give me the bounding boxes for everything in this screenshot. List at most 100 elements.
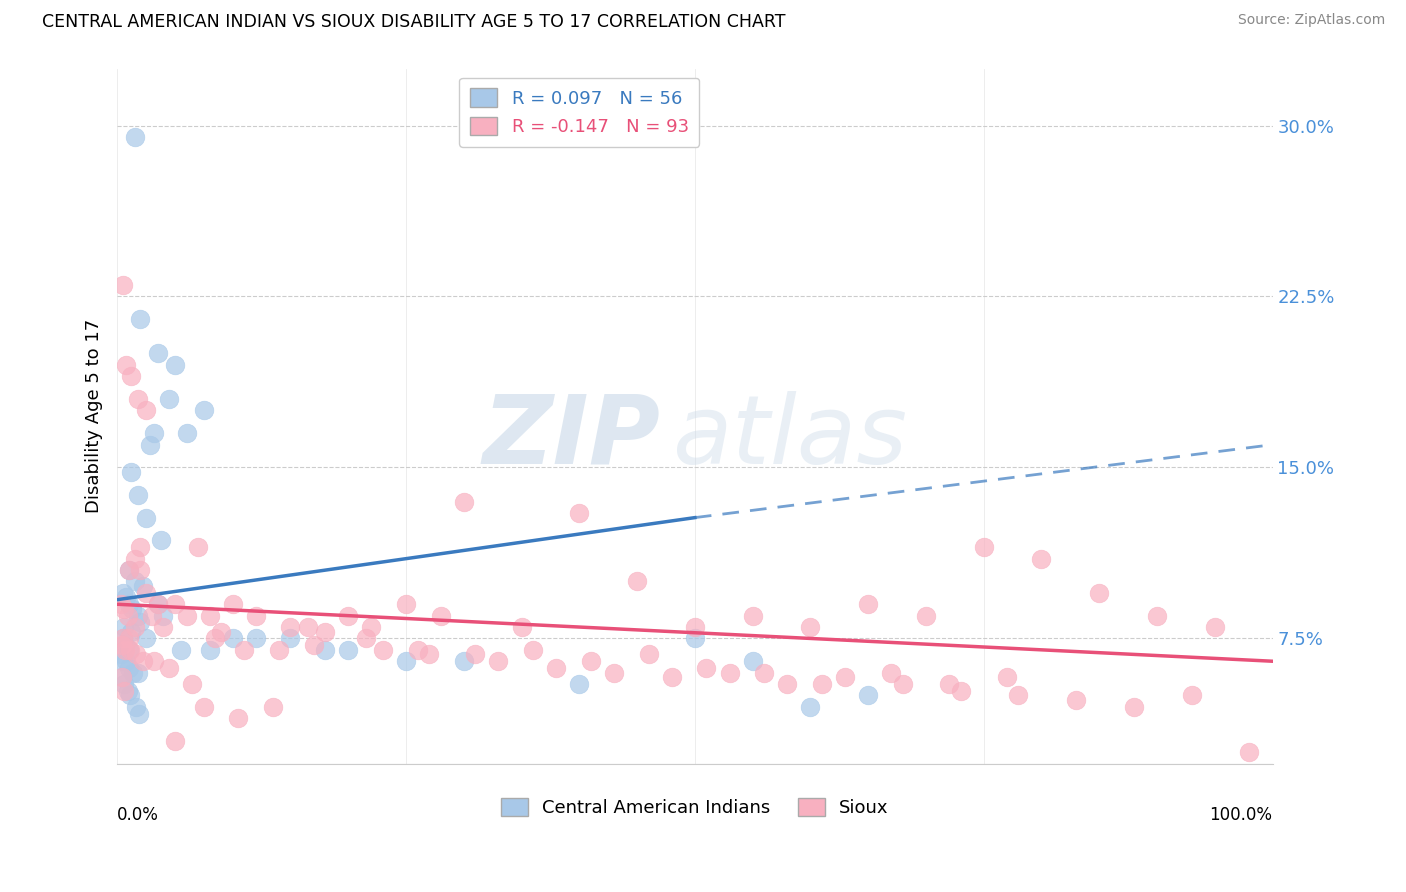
- Point: [222, 597, 245, 611]
- Point: [127, 665, 149, 680]
- Point: [488, 654, 510, 668]
- Point: [354, 632, 377, 646]
- Y-axis label: Disability Age 5 to 17: Disability Age 5 to 17: [86, 319, 103, 513]
- Point: [233, 643, 256, 657]
- Point: [129, 541, 152, 555]
- Point: [1031, 551, 1053, 566]
- Point: [406, 643, 429, 657]
- Point: [114, 643, 136, 657]
- Point: [112, 620, 135, 634]
- Point: [146, 346, 169, 360]
- Point: [949, 684, 972, 698]
- Point: [135, 586, 157, 600]
- Point: [135, 632, 157, 646]
- Point: [129, 563, 152, 577]
- Point: [973, 541, 995, 555]
- Point: [157, 661, 180, 675]
- Legend: Central American Indians, Sioux: Central American Indians, Sioux: [494, 790, 896, 824]
- Point: [124, 551, 146, 566]
- Point: [695, 661, 717, 675]
- Point: [718, 665, 741, 680]
- Point: [314, 643, 336, 657]
- Point: [245, 632, 267, 646]
- Point: [741, 608, 763, 623]
- Point: [118, 563, 141, 577]
- Point: [163, 597, 186, 611]
- Point: [143, 426, 166, 441]
- Point: [799, 699, 821, 714]
- Point: [741, 654, 763, 668]
- Point: [661, 670, 683, 684]
- Point: [127, 488, 149, 502]
- Point: [118, 643, 141, 657]
- Point: [683, 632, 706, 646]
- Point: [637, 648, 659, 662]
- Point: [111, 670, 134, 684]
- Point: [127, 392, 149, 406]
- Point: [834, 670, 856, 684]
- Point: [111, 638, 134, 652]
- Point: [152, 620, 174, 634]
- Point: [111, 670, 134, 684]
- Point: [150, 533, 173, 548]
- Point: [1088, 586, 1111, 600]
- Point: [938, 677, 960, 691]
- Point: [114, 638, 136, 652]
- Point: [280, 620, 302, 634]
- Point: [124, 648, 146, 662]
- Point: [112, 602, 135, 616]
- Point: [811, 677, 834, 691]
- Point: [111, 586, 134, 600]
- Point: [429, 608, 451, 623]
- Point: [135, 510, 157, 524]
- Point: [187, 541, 209, 555]
- Point: [124, 129, 146, 144]
- Point: [120, 465, 142, 479]
- Point: [880, 665, 903, 680]
- Point: [453, 494, 475, 508]
- Point: [546, 661, 568, 675]
- Point: [152, 608, 174, 623]
- Point: [1239, 746, 1261, 760]
- Point: [204, 632, 226, 646]
- Point: [198, 608, 221, 623]
- Point: [297, 620, 319, 634]
- Point: [110, 648, 132, 662]
- Point: [141, 608, 163, 623]
- Point: [124, 699, 146, 714]
- Point: [371, 643, 394, 657]
- Point: [170, 643, 193, 657]
- Point: [262, 699, 284, 714]
- Point: [118, 597, 141, 611]
- Point: [131, 654, 153, 668]
- Point: [118, 689, 141, 703]
- Point: [129, 615, 152, 630]
- Point: [1204, 620, 1226, 634]
- Point: [915, 608, 938, 623]
- Point: [111, 278, 134, 293]
- Point: [118, 563, 141, 577]
- Point: [314, 624, 336, 639]
- Point: [1122, 699, 1144, 714]
- Point: [121, 602, 143, 616]
- Point: [127, 608, 149, 623]
- Point: [228, 711, 250, 725]
- Point: [111, 632, 134, 646]
- Point: [111, 632, 134, 646]
- Point: [856, 689, 879, 703]
- Point: [193, 699, 215, 714]
- Point: [799, 620, 821, 634]
- Point: [395, 597, 418, 611]
- Point: [776, 677, 799, 691]
- Point: [418, 648, 440, 662]
- Point: [209, 624, 232, 639]
- Point: [115, 591, 138, 605]
- Point: [453, 654, 475, 668]
- Point: [122, 665, 145, 680]
- Point: [1007, 689, 1029, 703]
- Point: [129, 312, 152, 326]
- Point: [112, 677, 135, 691]
- Point: [163, 358, 186, 372]
- Point: [337, 608, 360, 623]
- Point: [360, 620, 382, 634]
